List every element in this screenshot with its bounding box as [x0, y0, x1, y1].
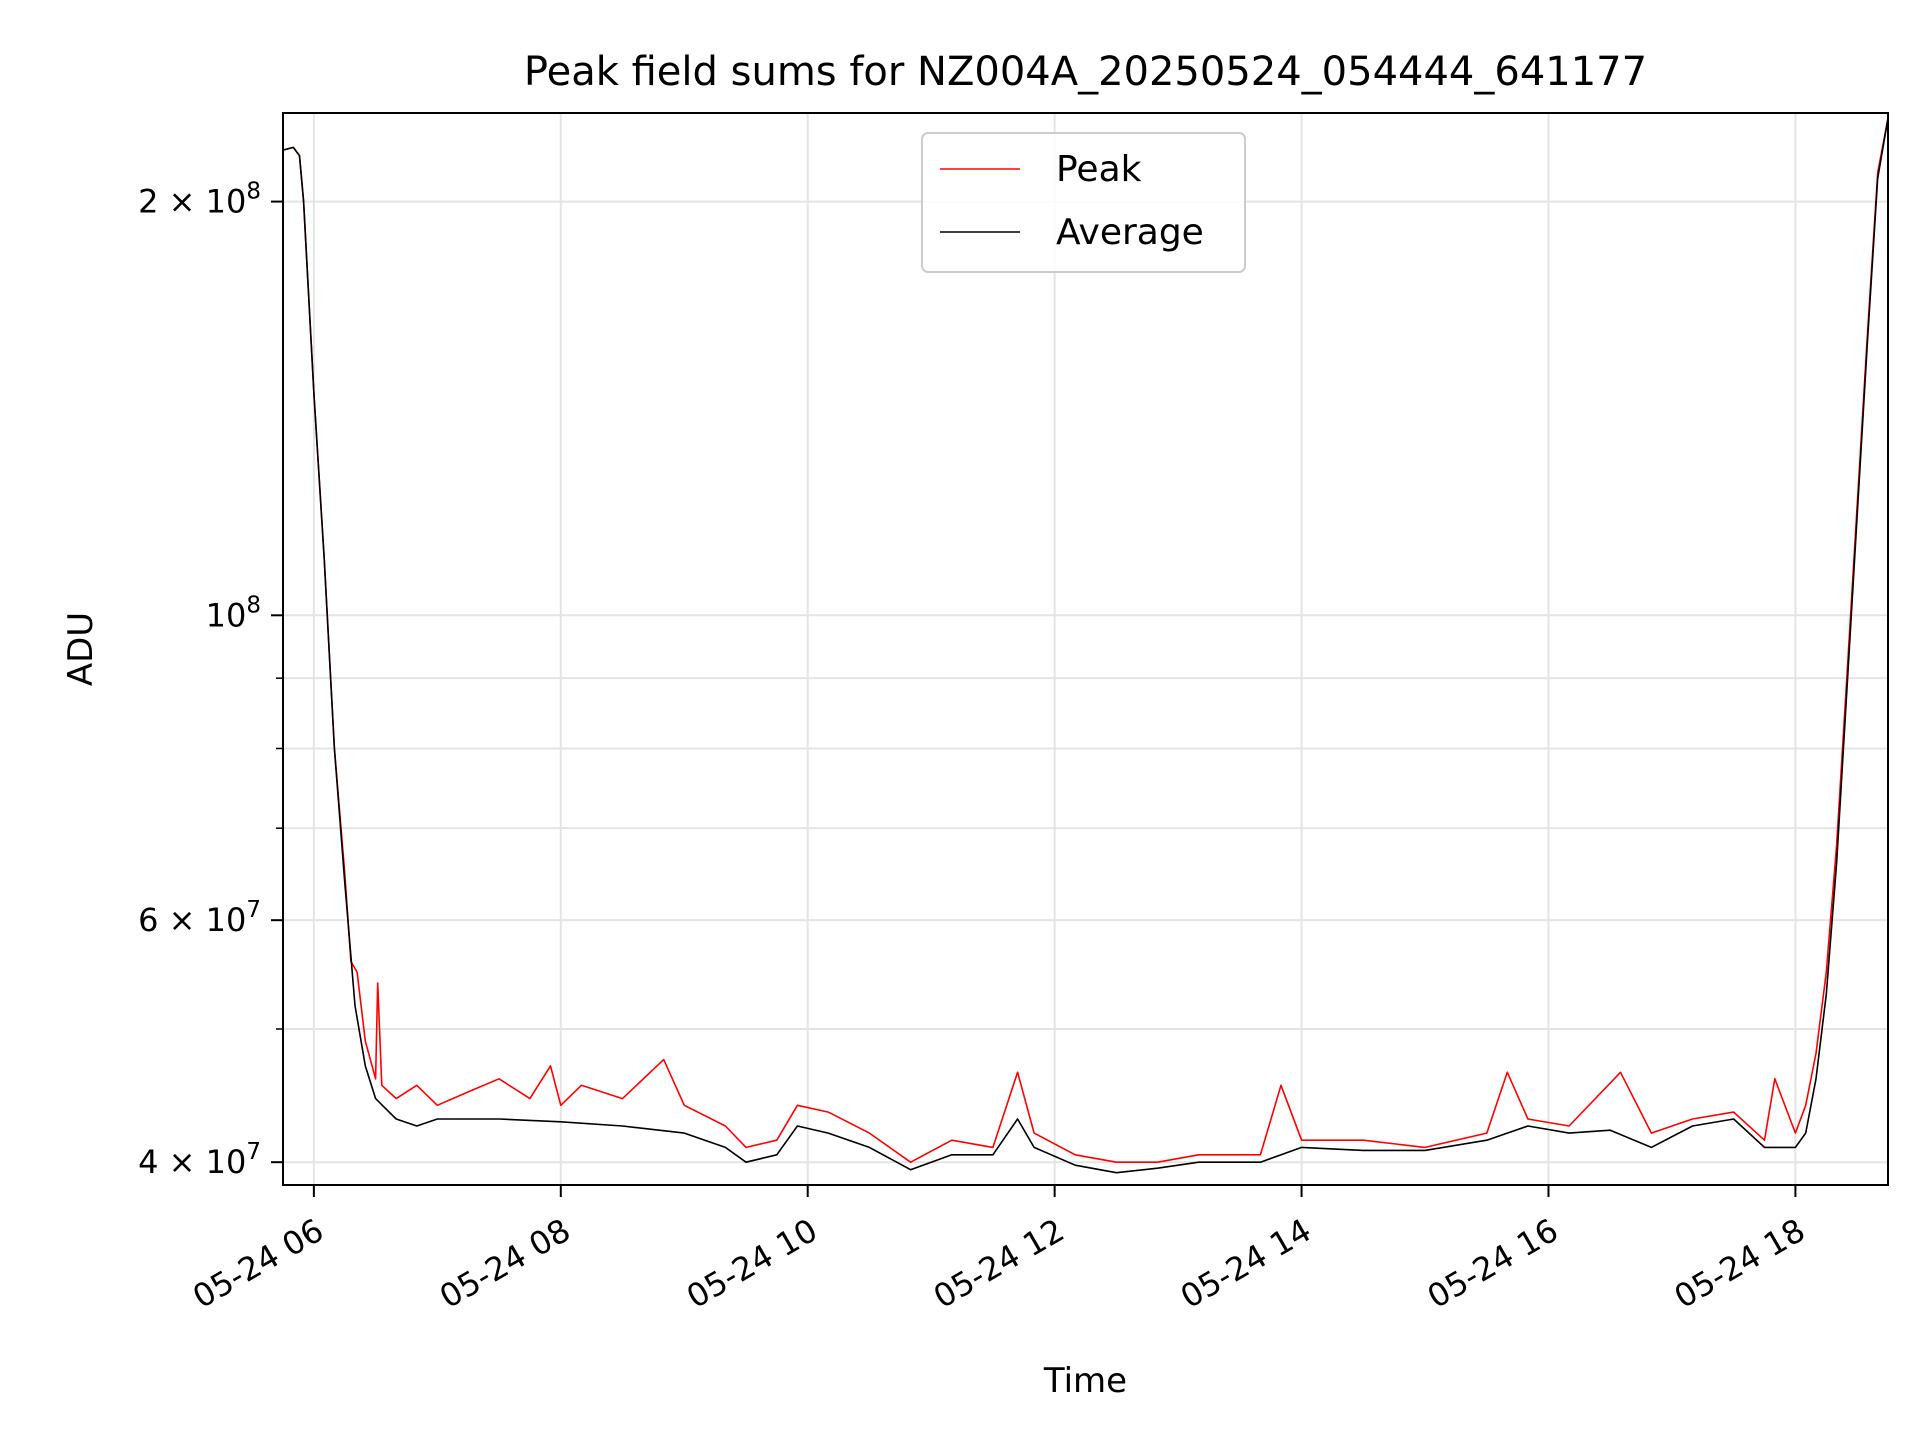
chart-title: Peak field sums for NZ004A_20250524_0544…: [524, 49, 1647, 95]
y-tick-label: 108: [206, 592, 261, 634]
series-group: [282, 118, 1889, 1174]
series-line-average: [282, 118, 1889, 1174]
y-tick-label: 2 × 108: [138, 179, 261, 221]
y-axis: 4 × 107 6 × 107 108 2 × 108: [138, 179, 283, 1181]
legend-box: [921, 132, 1246, 273]
y-axis-label: ADU: [61, 612, 101, 686]
legend-label-average: Average: [1056, 212, 1204, 253]
legend-label-peak: Peak: [1056, 149, 1142, 190]
y-tick-label: 6 × 107: [138, 897, 261, 939]
legend: Peak Average: [921, 132, 1246, 273]
x-axis-label: Time: [1043, 1361, 1127, 1401]
series-line-peak: [282, 118, 1889, 1163]
y-tick-label: 4 × 107: [138, 1139, 261, 1181]
plot-frame: [282, 112, 1889, 1186]
